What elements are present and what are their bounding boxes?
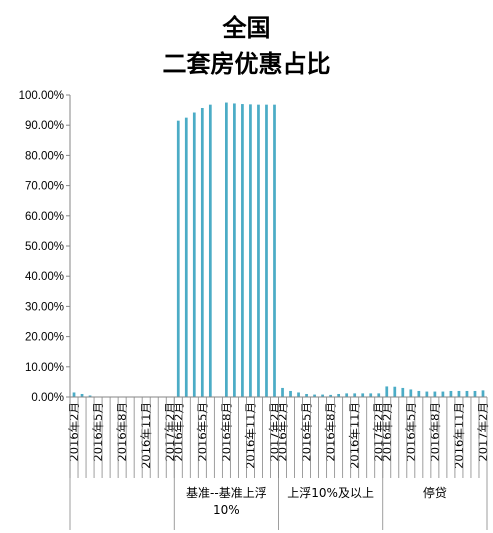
bar xyxy=(80,393,84,397)
y-tick-label: 60.00% xyxy=(25,211,64,223)
x-tick-label: 2016年5月 xyxy=(91,402,105,462)
x-tick-label: 2017年2月 xyxy=(372,402,386,462)
x-tick-label: 2016年8月 xyxy=(115,402,129,462)
chart-title-line-1: 全国 xyxy=(222,14,271,42)
bar xyxy=(313,394,316,397)
bar xyxy=(305,393,308,397)
bar xyxy=(353,393,357,397)
bar xyxy=(409,389,413,397)
bar xyxy=(361,393,365,397)
x-tick-label: 2016年5月 xyxy=(300,402,314,462)
x-tick-label: 2016年2月 xyxy=(380,402,394,462)
y-tick-label: 50.00% xyxy=(25,241,64,253)
x-tick-label: 2016年11月 xyxy=(348,402,362,469)
y-tick-label: 90.00% xyxy=(25,120,64,132)
bar xyxy=(425,391,429,397)
y-tick-label: 100.00% xyxy=(19,90,64,102)
bar xyxy=(72,392,76,397)
bar xyxy=(473,390,477,397)
bar xyxy=(257,104,260,397)
x-tick-label: 2016年2月 xyxy=(276,402,290,462)
bar xyxy=(208,104,212,397)
bar xyxy=(345,393,349,397)
bar xyxy=(329,394,332,397)
group-label: 停贷 xyxy=(423,485,447,500)
bar xyxy=(465,390,469,397)
x-tick-label: 2016年5月 xyxy=(404,402,418,462)
bar xyxy=(449,390,453,397)
x-tick-label: 2016年8月 xyxy=(324,402,338,462)
bar xyxy=(281,387,284,397)
bar xyxy=(369,393,373,397)
bar xyxy=(249,104,252,398)
x-tick-label: 2017年2月 xyxy=(163,402,177,462)
bar xyxy=(192,112,196,398)
x-tick-label: 2017年2月 xyxy=(476,402,490,462)
y-tick-label: 0.00% xyxy=(31,392,64,404)
bar xyxy=(441,391,445,397)
bar xyxy=(176,120,180,398)
bar xyxy=(241,104,244,397)
bar xyxy=(377,393,381,397)
bar xyxy=(417,390,421,397)
bar xyxy=(200,107,204,398)
y-tick-label: 70.00% xyxy=(25,181,64,193)
y-tick-label: 40.00% xyxy=(25,271,64,283)
y-tick-label: 80.00% xyxy=(25,150,64,162)
bar xyxy=(457,390,461,397)
y-tick-label: 20.00% xyxy=(25,332,64,344)
x-tick-label: 2016年11月 xyxy=(243,402,257,469)
bar xyxy=(273,104,276,397)
group-label: 基准--基准上浮 xyxy=(186,486,267,500)
bar xyxy=(289,390,292,397)
bar xyxy=(385,386,389,397)
bar xyxy=(297,392,300,397)
x-tick-label: 2016年2月 xyxy=(171,402,185,462)
group-label: 上浮10%及以上 xyxy=(287,486,374,500)
bar xyxy=(265,104,268,397)
bar xyxy=(337,393,341,397)
x-tick-label: 2016年2月 xyxy=(67,402,81,462)
x-tick-label: 2017年2月 xyxy=(267,402,281,462)
x-tick-label: 2016年8月 xyxy=(219,402,233,462)
bar xyxy=(88,395,92,397)
bar xyxy=(184,117,188,398)
x-tick-label: 2016年8月 xyxy=(428,402,442,462)
bar xyxy=(393,386,397,397)
x-tick-label: 2016年5月 xyxy=(195,402,209,462)
bar xyxy=(233,103,236,398)
bar xyxy=(321,394,324,397)
bar xyxy=(481,390,485,397)
x-tick-label: 2016年11月 xyxy=(139,402,153,469)
chart-title-line-2: 二套房优惠占比 xyxy=(162,50,331,78)
bar xyxy=(401,387,405,397)
y-tick-label: 10.00% xyxy=(25,362,64,374)
group-label: 10% xyxy=(213,503,240,517)
x-tick-label: 2016年11月 xyxy=(452,402,466,469)
bar xyxy=(433,391,437,397)
bar xyxy=(225,102,228,398)
y-tick-label: 30.00% xyxy=(25,301,64,313)
